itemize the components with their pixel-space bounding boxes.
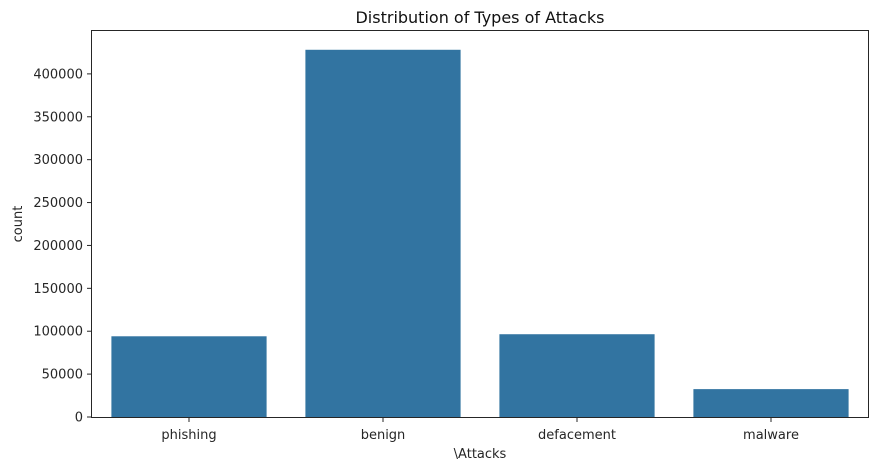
y-tick-label: 200000 bbox=[33, 239, 83, 254]
y-tick-label: 250000 bbox=[33, 196, 83, 211]
y-tick-label: 50000 bbox=[42, 368, 83, 383]
x-tick-label: malware bbox=[743, 428, 799, 443]
bar-malware bbox=[693, 389, 849, 417]
x-axis-ticks: phishing benign defacement malware bbox=[161, 417, 799, 443]
y-axis-title: count bbox=[11, 206, 26, 243]
y-tick-label: 100000 bbox=[33, 325, 83, 340]
plot-frame bbox=[91, 30, 869, 418]
y-tick-label: 350000 bbox=[33, 110, 83, 125]
x-tick-label: defacement bbox=[538, 428, 616, 443]
x-tick-label: benign bbox=[361, 428, 406, 443]
bar-defacement bbox=[499, 334, 655, 417]
y-tick-label: 150000 bbox=[33, 282, 83, 297]
bar-phishing bbox=[111, 336, 267, 417]
bars-group bbox=[111, 49, 849, 417]
x-axis-title: \Attacks bbox=[454, 447, 507, 462]
y-tick-label: 300000 bbox=[33, 153, 83, 168]
y-axis-ticks: 0 50000 100000 150000 200000 250000 300000 3500… bbox=[33, 67, 92, 426]
chart-title: Distribution of Types of Attacks bbox=[355, 8, 604, 27]
x-tick-label: phishing bbox=[161, 428, 216, 443]
y-tick-label: 400000 bbox=[33, 67, 83, 82]
bar-benign bbox=[305, 49, 461, 417]
y-tick-label: 0 bbox=[75, 411, 83, 426]
